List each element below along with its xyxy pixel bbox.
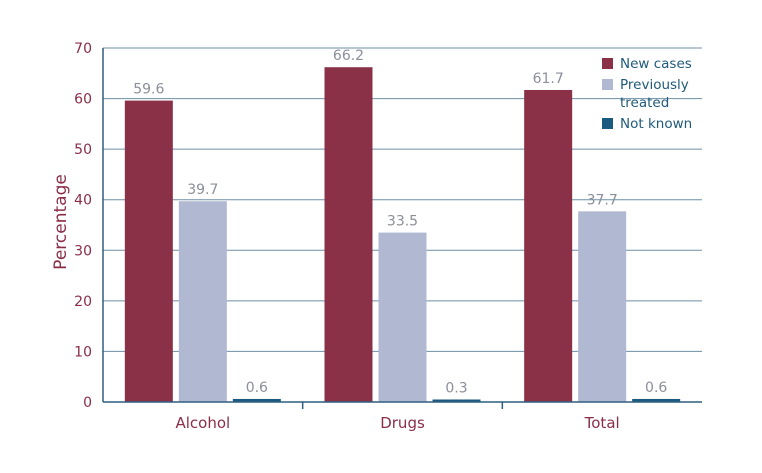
legend-swatch — [602, 79, 613, 90]
bar-total-previously-treated — [578, 211, 627, 402]
bar-total-new-cases — [524, 89, 573, 402]
legend: New cases Previously treated Not known — [602, 56, 692, 132]
y-tick-label: 0 — [83, 395, 92, 411]
data-label: 37.7 — [587, 192, 618, 208]
data-label: 0.6 — [645, 380, 667, 396]
bar-total-not-known — [632, 398, 681, 402]
data-label: 0.6 — [246, 380, 268, 396]
y-tick-label: 20 — [74, 294, 92, 310]
y-tick-label: 30 — [74, 243, 92, 259]
data-label: 0.3 — [445, 381, 467, 397]
data-labels: 59.6 39.7 0.6 66.2 33.5 0.3 61.7 37.7 0.6 — [133, 48, 667, 396]
x-category-label: Total — [584, 414, 620, 432]
legend-label: Previously — [620, 77, 689, 93]
bar-alcohol-previously-treated — [178, 201, 227, 402]
axes: 0 10 20 30 40 50 60 70 Alcohol Drugs Total — [74, 41, 702, 432]
x-category-label: Drugs — [380, 414, 425, 432]
data-label: 61.7 — [533, 71, 564, 87]
bar-drugs-not-known — [432, 399, 481, 402]
bar-alcohol-not-known — [232, 398, 281, 402]
y-tick-label: 50 — [74, 142, 92, 158]
legend-label: Not known — [620, 116, 692, 132]
bars — [124, 67, 681, 403]
legend-swatch — [602, 118, 613, 129]
legend-swatch — [602, 58, 613, 69]
data-label: 39.7 — [187, 182, 218, 198]
y-tick-label: 70 — [74, 41, 92, 57]
data-label: 33.5 — [387, 214, 418, 230]
y-tick-label: 10 — [74, 344, 92, 360]
y-tick-label: 60 — [74, 92, 92, 108]
y-axis-label: Percentage — [51, 174, 71, 270]
x-category-label: Alcohol — [175, 414, 230, 432]
data-label: 59.6 — [133, 82, 164, 98]
y-tick-label: 40 — [74, 193, 92, 209]
data-label: 66.2 — [333, 48, 364, 64]
bar-drugs-new-cases — [324, 67, 373, 403]
legend-label: treated — [620, 95, 669, 111]
legend-label: New cases — [620, 56, 692, 72]
bar-alcohol-new-cases — [124, 100, 173, 402]
bar-drugs-previously-treated — [378, 232, 427, 402]
